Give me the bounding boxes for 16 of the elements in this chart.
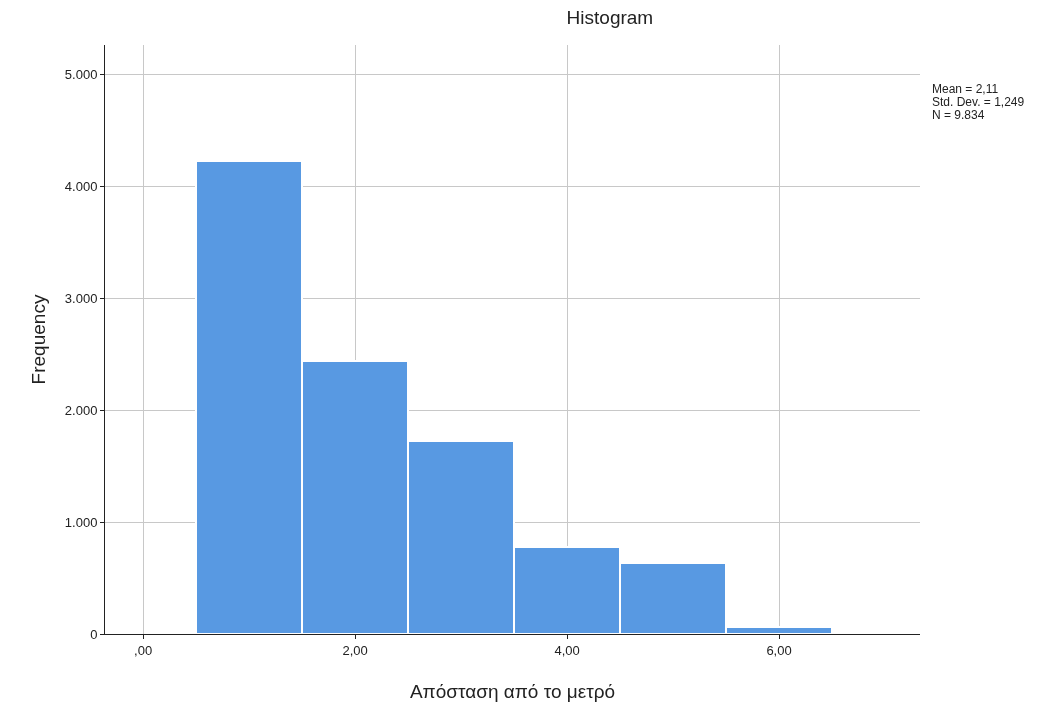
text: Mean = 2,11 [932,82,999,96]
y-axis-title: Frequency [27,294,49,385]
text: Std. Dev. = 1,249 [932,95,1025,109]
y-tick-label: 5.000 [64,66,98,82]
x-tick-label: 2,00 [342,642,368,658]
x-tick-label: 4,00 [554,642,580,658]
y-tick-label: 3.000 [64,290,98,306]
y-tick-label: 1.000 [64,514,98,530]
y-tick-label: 2.000 [64,402,98,418]
x-axis-title: Απόσταση από το μετρό [409,681,616,703]
text: N = 9.834 [932,108,985,122]
y-tick-label: 0 [90,626,98,642]
chart-title: Histogram [566,6,654,28]
y-tick-label: 4.000 [64,178,98,194]
x-tick-label: 6,00 [766,642,792,658]
x-tick-label: ,00 [134,642,153,658]
